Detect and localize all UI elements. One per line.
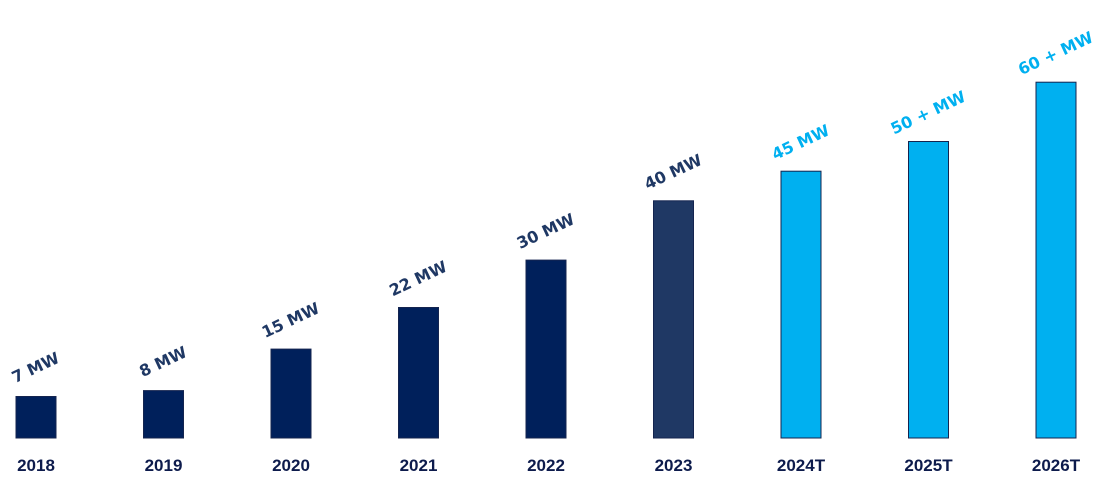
x-tick-label-2026T: 2026T [1032,456,1081,475]
data-label-2025T: 50 + MW [888,87,969,138]
bars-group [15,81,1077,439]
x-tick-label-2022: 2022 [527,456,565,475]
data-label-2022: 30 MW [514,209,578,252]
bar-2023 [653,200,694,439]
data-label-2023: 40 MW [641,150,705,193]
x-tick-label-2023: 2023 [655,456,693,475]
bar-2021 [398,307,439,439]
data-label-2024T: 45 MW [769,121,833,164]
x-tick-label-2018: 2018 [17,456,55,475]
x-tick-label-2024T: 2024T [777,456,826,475]
data-label-2020: 15 MW [259,298,323,341]
bar-2026T [1035,81,1077,439]
x-tick-label-2019: 2019 [145,456,183,475]
bar-2018 [15,396,57,439]
bar-2024T [780,170,822,439]
x-tick-label-2025T: 2025T [904,456,953,475]
x-tick-label-2021: 2021 [400,456,438,475]
data-label-2019: 8 MW [136,342,190,381]
bar-2022 [525,259,567,439]
data-label-2018: 7 MW [9,348,63,387]
bar-2020 [270,348,312,439]
x-axis-tick-labels: 2018 2019 2020 2021 2022 2023 2024T 2025T 2026T [17,456,1081,475]
bar-2019 [143,390,184,439]
data-label-2021: 22 MW [386,257,450,300]
bar-2025T [908,141,949,439]
data-label-2026T: 60 + MW [1015,28,1096,79]
x-tick-label-2020: 2020 [272,456,310,475]
